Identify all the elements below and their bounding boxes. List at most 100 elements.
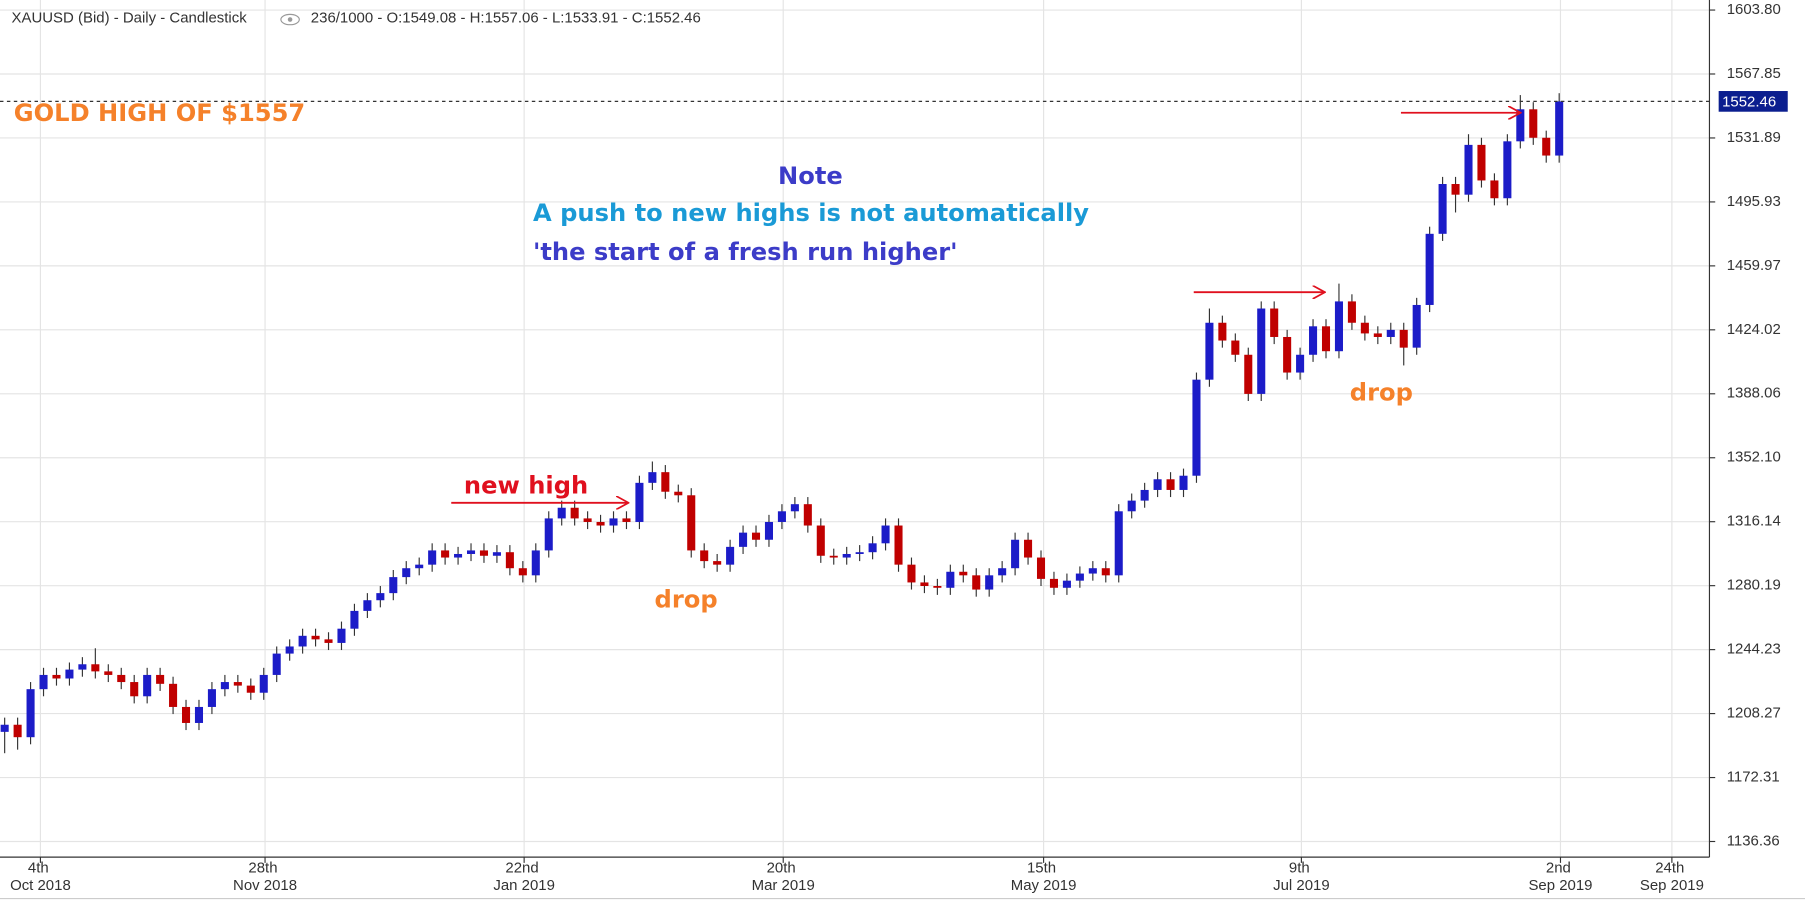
candle-body xyxy=(842,553,851,558)
candle-body xyxy=(428,550,437,565)
candle-body xyxy=(441,550,450,558)
candle-body xyxy=(894,525,903,565)
candle-body xyxy=(285,646,294,654)
ohlc-summary: 236/1000 - O:1549.08 - H:1557.06 - L:153… xyxy=(311,9,701,26)
candle-body xyxy=(194,706,204,723)
candle-body xyxy=(1011,539,1020,569)
candle-body xyxy=(764,521,773,540)
candle-body xyxy=(946,571,955,588)
annotation: GOLD HIGH OF $1557 xyxy=(14,99,305,127)
y-tick-label: 1172.31 xyxy=(1727,769,1780,786)
y-tick-label: 1136.36 xyxy=(1727,832,1780,849)
candle-body xyxy=(1036,557,1046,579)
candle-body xyxy=(1477,144,1486,181)
y-tick-label: 1388.06 xyxy=(1727,385,1781,402)
candle-body xyxy=(570,507,579,519)
candle-body xyxy=(1309,326,1318,355)
candle-body xyxy=(1464,144,1473,195)
y-tick-label: 1208.27 xyxy=(1727,705,1781,722)
candle-body xyxy=(389,577,398,594)
x-tick-label: 28th Nov 2018 xyxy=(233,860,297,894)
candle-body xyxy=(829,555,838,558)
candle-body xyxy=(156,674,165,684)
candle-body xyxy=(816,525,825,556)
candle-body xyxy=(881,525,890,544)
candle-body xyxy=(1529,109,1538,138)
candle-body xyxy=(609,518,618,526)
candle-body xyxy=(233,682,242,686)
candle-body xyxy=(1088,568,1097,574)
candle-body xyxy=(1127,500,1136,512)
y-tick-label: 1424.02 xyxy=(1727,321,1781,338)
candle-body xyxy=(169,683,178,707)
last-price-label: 1552.46 xyxy=(1722,93,1776,110)
candle-body xyxy=(596,521,605,526)
candle-body xyxy=(479,550,489,556)
candle-body xyxy=(1114,511,1123,576)
candle-body xyxy=(207,689,216,707)
candle-body xyxy=(635,482,644,522)
candle-body xyxy=(1360,322,1369,334)
candle-body xyxy=(531,550,540,576)
candle-body xyxy=(376,593,385,601)
candle-body xyxy=(363,600,372,611)
candle-body xyxy=(777,511,786,522)
candle-body xyxy=(505,552,514,569)
x-tick-label: 22nd Jan 2019 xyxy=(493,860,555,894)
candle-body xyxy=(1386,329,1395,337)
y-tick-label: 1280.19 xyxy=(1727,577,1781,594)
candle-body xyxy=(1321,326,1331,352)
candle-body xyxy=(26,689,35,738)
candle-body xyxy=(518,568,527,576)
candle-body xyxy=(492,552,501,556)
chart-title: XAUUSD (Bid) - Daily - Candlestick xyxy=(12,9,248,26)
candle-body xyxy=(855,552,864,554)
candle-body xyxy=(1516,109,1525,142)
candle-body xyxy=(259,674,268,693)
x-tick-label: 9th Jul 2019 xyxy=(1273,860,1330,894)
annotation: 'the start of a fresh run higher' xyxy=(533,238,958,266)
candle-body xyxy=(1244,354,1253,394)
candle-body xyxy=(65,669,74,679)
candle-body xyxy=(648,472,657,483)
candle-body xyxy=(1205,322,1214,380)
candle-body xyxy=(1283,336,1292,373)
candle-body xyxy=(1153,479,1162,490)
candle-body xyxy=(998,568,1007,576)
y-tick-label: 1567.85 xyxy=(1727,65,1781,82)
candle-body xyxy=(1347,301,1356,323)
candle-body xyxy=(324,639,333,643)
candle-body xyxy=(1399,329,1408,348)
candle-body xyxy=(1024,539,1033,558)
y-tick-label: 1603.80 xyxy=(1727,1,1781,18)
candle-body xyxy=(181,706,191,723)
x-tick-label: 24th Sep 2019 xyxy=(1640,860,1704,894)
candle-body xyxy=(687,495,696,551)
annotation: Note xyxy=(778,162,843,190)
candle-body xyxy=(13,724,22,738)
candle-body xyxy=(959,571,968,576)
x-tick-label: 15th May 2019 xyxy=(1011,860,1077,894)
candle-body xyxy=(298,635,307,647)
candle-body xyxy=(466,550,476,554)
candle-body xyxy=(1412,304,1421,348)
candle-body xyxy=(415,564,424,569)
y-tick-label: 1244.23 xyxy=(1727,641,1781,658)
candle-body xyxy=(1270,308,1279,337)
candle-body xyxy=(920,582,929,586)
candle-body xyxy=(1373,333,1382,337)
candles xyxy=(0,93,1564,754)
eye-icon xyxy=(280,13,300,26)
grid xyxy=(0,0,1710,858)
candle-body xyxy=(350,610,359,629)
y-tick-label: 1531.89 xyxy=(1727,129,1781,146)
candle-body xyxy=(868,543,877,553)
annotation: new high xyxy=(464,472,588,500)
annotation: drop xyxy=(655,586,718,614)
candle-body xyxy=(583,518,592,522)
candle-body xyxy=(1490,180,1499,199)
candle-body xyxy=(1334,301,1343,352)
candle-body xyxy=(1140,489,1149,501)
